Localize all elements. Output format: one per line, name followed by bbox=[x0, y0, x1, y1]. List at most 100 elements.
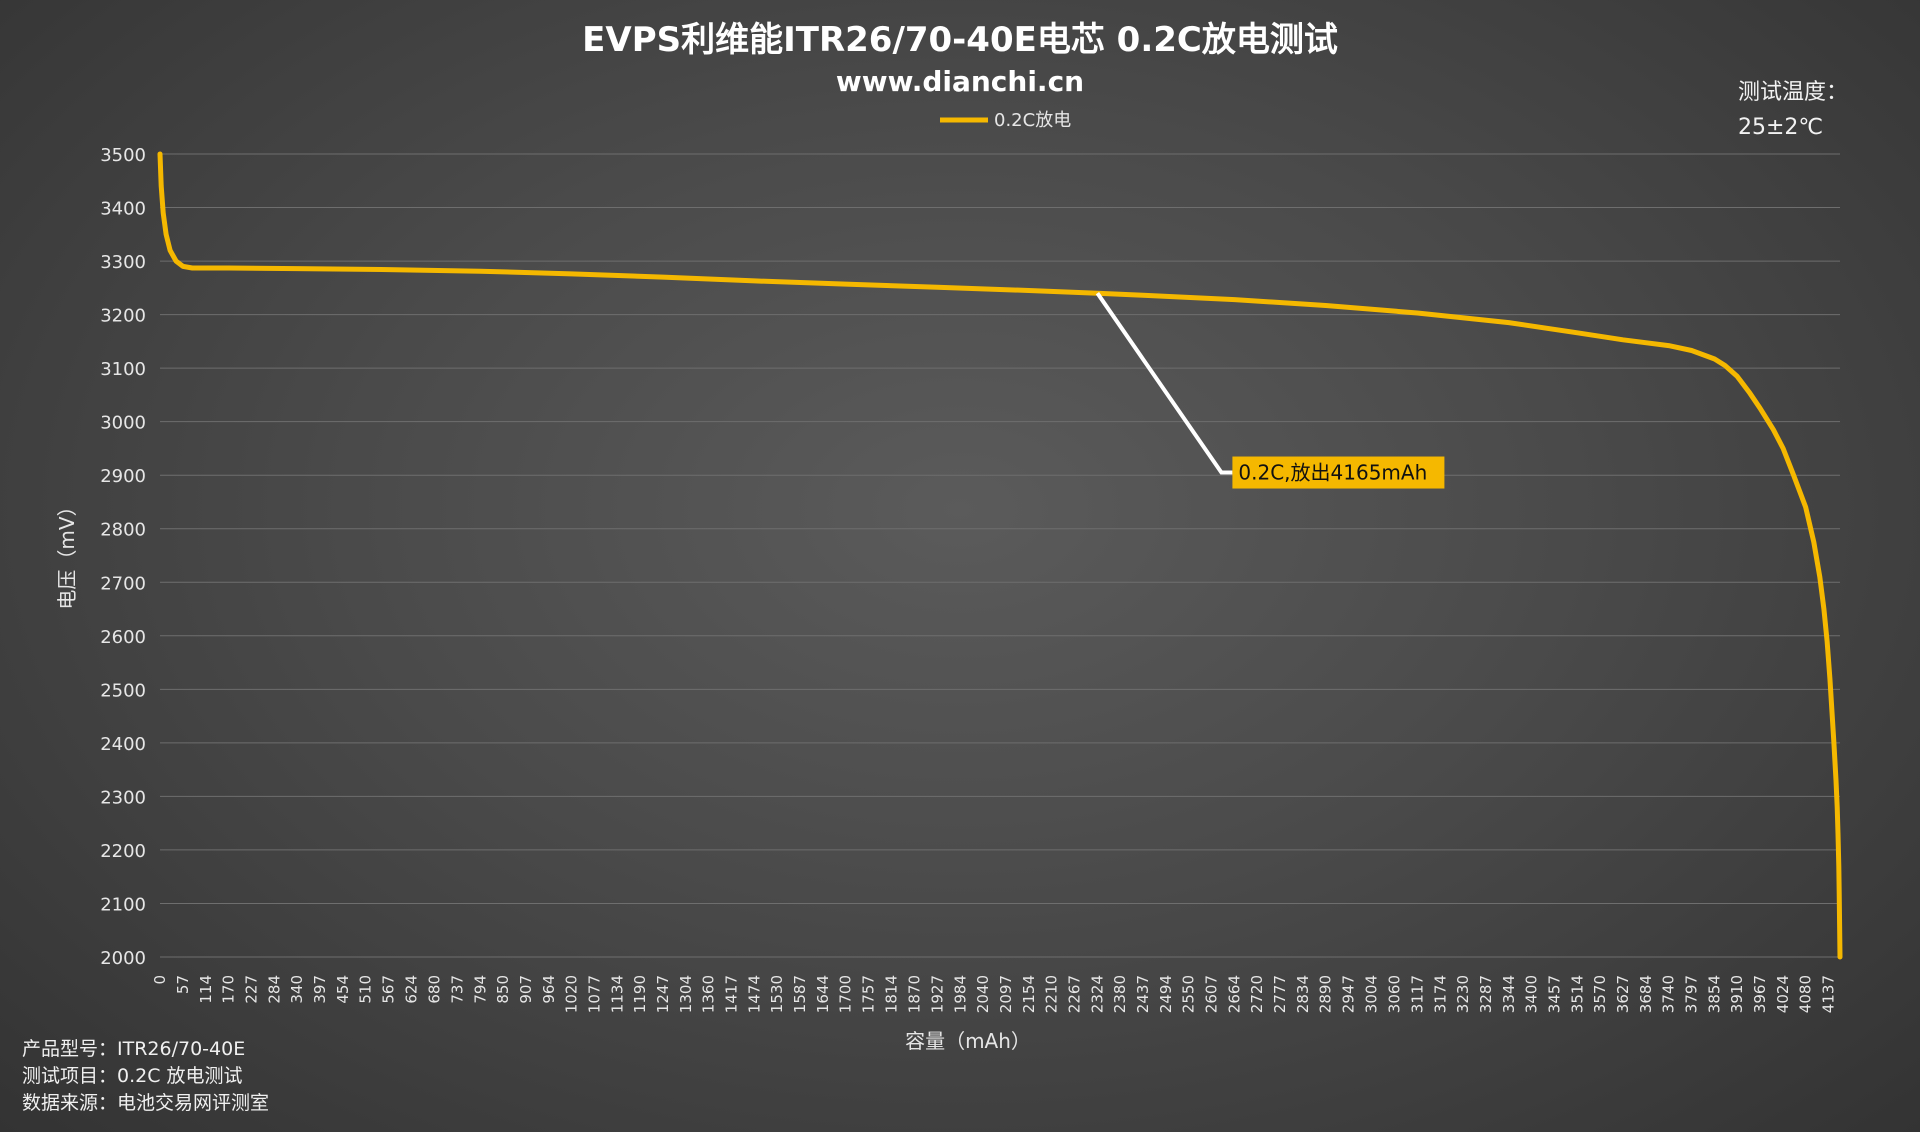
x-tick-label: 227 bbox=[243, 975, 261, 1004]
y-tick-label: 2500 bbox=[100, 680, 146, 701]
test-temperature-label: 测试温度： bbox=[1737, 80, 1848, 105]
y-axis-ticks: 2000 2100 2200 2300 2400 2500 2600 2700 2800 2900… bbox=[100, 145, 146, 969]
y-tick-label: 2600 bbox=[100, 627, 146, 648]
x-tick-label: 737 bbox=[448, 975, 466, 1004]
x-tick-label: 2607 bbox=[1203, 975, 1221, 1013]
x-tick-label: 2834 bbox=[1294, 975, 1312, 1013]
x-tick-label: 794 bbox=[471, 975, 489, 1004]
x-tick-label: 2324 bbox=[1088, 975, 1106, 1013]
x-tick-label: 567 bbox=[380, 975, 398, 1004]
x-tick-label: 2380 bbox=[1111, 975, 1129, 1013]
x-tick-label: 1984 bbox=[951, 975, 969, 1013]
y-tick-label: 3300 bbox=[100, 252, 146, 273]
x-tick-label: 3060 bbox=[1385, 975, 1403, 1013]
x-tick-label: 3230 bbox=[1454, 975, 1472, 1013]
x-tick-label: 3400 bbox=[1522, 975, 1540, 1013]
legend: 0.2C放电 bbox=[940, 110, 1071, 131]
y-tick-label: 2800 bbox=[100, 520, 146, 541]
x-tick-label: 1077 bbox=[585, 975, 603, 1013]
x-tick-label: 2720 bbox=[1248, 975, 1266, 1013]
x-tick-label: 3740 bbox=[1660, 975, 1678, 1013]
x-axis-ticks: 0 57 114 170 227 284 340 397 454 510 567 624 680 737 7… bbox=[151, 975, 1838, 1013]
x-tick-label: 3344 bbox=[1500, 975, 1518, 1013]
x-tick-label: 2210 bbox=[1042, 975, 1060, 1013]
x-tick-label: 907 bbox=[517, 975, 535, 1004]
x-tick-label: 3684 bbox=[1637, 975, 1655, 1013]
x-tick-label: 3627 bbox=[1614, 975, 1632, 1013]
x-tick-label: 2494 bbox=[1157, 975, 1175, 1013]
y-tick-label: 2300 bbox=[100, 787, 146, 808]
annotation: 0.2C,放出4165mAh bbox=[1095, 292, 1445, 489]
x-tick-label: 1417 bbox=[723, 975, 741, 1013]
y-tick-label: 3200 bbox=[100, 306, 146, 327]
x-tick-label: 2550 bbox=[1180, 975, 1198, 1013]
x-tick-label: 2154 bbox=[1020, 975, 1038, 1013]
annotation-box bbox=[1232, 456, 1445, 489]
grid-lines bbox=[160, 153, 1840, 958]
x-tick-label: 2040 bbox=[974, 975, 992, 1013]
x-tick-label: 510 bbox=[357, 975, 375, 1004]
x-tick-label: 1927 bbox=[928, 975, 946, 1013]
product-info: 产品型号：ITR26/70-40E 测试项目：0.2C 放电测试 数据来源：电池… bbox=[22, 1036, 269, 1117]
x-tick-label: 3967 bbox=[1751, 975, 1769, 1013]
x-tick-label: 2097 bbox=[997, 975, 1015, 1013]
y-tick-label: 2000 bbox=[100, 948, 146, 969]
annotation-label: 0.2C,放出4165mAh bbox=[1238, 461, 1427, 485]
x-tick-label: 1644 bbox=[814, 975, 832, 1013]
x-tick-label: 1190 bbox=[631, 975, 649, 1013]
y-tick-label: 3100 bbox=[100, 359, 146, 380]
y-tick-label: 2100 bbox=[100, 894, 146, 915]
x-tick-label: 1700 bbox=[837, 975, 855, 1013]
x-tick-label: 4024 bbox=[1774, 975, 1792, 1013]
y-tick-label: 3000 bbox=[100, 413, 146, 434]
data-source: 数据来源：电池交易网评测室 bbox=[22, 1092, 270, 1114]
x-tick-label: 340 bbox=[288, 975, 306, 1004]
y-tick-label: 3400 bbox=[100, 199, 146, 220]
x-tick-label: 3910 bbox=[1728, 975, 1746, 1013]
y-tick-label: 2900 bbox=[100, 466, 146, 487]
x-tick-label: 680 bbox=[425, 975, 443, 1004]
x-tick-label: 170 bbox=[220, 975, 238, 1004]
product-model: 产品型号：ITR26/70-40E bbox=[22, 1038, 246, 1060]
x-tick-label: 3174 bbox=[1431, 975, 1449, 1013]
x-tick-label: 3854 bbox=[1706, 975, 1724, 1013]
x-tick-label: 114 bbox=[197, 975, 215, 1004]
x-tick-label: 1247 bbox=[654, 975, 672, 1013]
x-tick-label: 3570 bbox=[1591, 975, 1609, 1013]
x-tick-label: 3457 bbox=[1545, 975, 1563, 1013]
x-tick-label: 1757 bbox=[860, 975, 878, 1013]
x-tick-label: 1814 bbox=[883, 975, 901, 1013]
y-tick-label: 2200 bbox=[100, 841, 146, 862]
x-tick-label: 2664 bbox=[1226, 975, 1244, 1013]
y-axis-label: 电压（mV） bbox=[55, 496, 79, 609]
x-tick-label: 397 bbox=[311, 975, 329, 1004]
y-tick-label: 2700 bbox=[100, 573, 146, 594]
x-tick-label: 1870 bbox=[905, 975, 923, 1013]
x-tick-label: 624 bbox=[403, 975, 421, 1004]
series-line-0.2c bbox=[157, 151, 1843, 960]
x-tick-label: 454 bbox=[334, 975, 352, 1004]
x-tick-label: 2777 bbox=[1271, 975, 1289, 1013]
x-tick-label: 1530 bbox=[768, 975, 786, 1013]
x-tick-label: 1360 bbox=[700, 975, 718, 1013]
x-tick-label: 3117 bbox=[1408, 975, 1426, 1013]
x-tick-label: 2890 bbox=[1317, 975, 1335, 1013]
annotation-leader-line bbox=[1095, 292, 1233, 475]
y-tick-label: 3500 bbox=[100, 145, 146, 166]
x-tick-label: 1304 bbox=[677, 975, 695, 1013]
x-tick-label: 4137 bbox=[1820, 975, 1838, 1013]
x-tick-label: 284 bbox=[266, 975, 284, 1004]
x-tick-label: 850 bbox=[494, 975, 512, 1004]
x-tick-label: 964 bbox=[540, 975, 558, 1004]
x-tick-label: 1587 bbox=[791, 975, 809, 1013]
chart-subtitle: www.dianchi.cn bbox=[836, 65, 1084, 98]
x-tick-label: 3514 bbox=[1568, 975, 1586, 1013]
x-axis-label: 容量（mAh） bbox=[905, 1029, 1031, 1053]
x-tick-label: 4080 bbox=[1797, 975, 1815, 1013]
x-tick-label: 1134 bbox=[608, 975, 626, 1013]
test-temperature-value: 25±2℃ bbox=[1737, 115, 1824, 140]
x-tick-label: 3004 bbox=[1363, 975, 1381, 1013]
x-tick-label: 2267 bbox=[1065, 975, 1083, 1013]
x-tick-label: 3287 bbox=[1477, 975, 1495, 1013]
